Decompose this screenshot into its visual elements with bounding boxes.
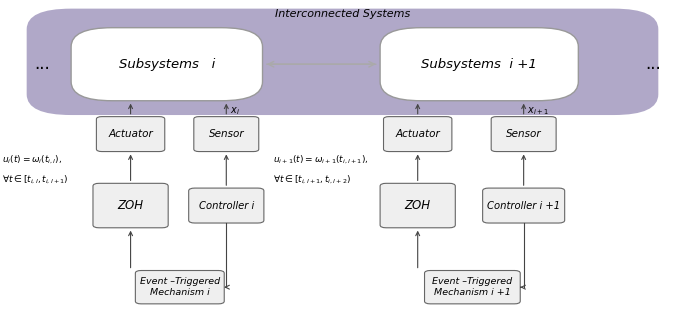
Text: ...: ... bbox=[646, 55, 662, 73]
Text: $x_{i+1}$: $x_{i+1}$ bbox=[527, 106, 549, 117]
FancyBboxPatch shape bbox=[27, 9, 658, 115]
Text: Event –Triggered
Mechanism i: Event –Triggered Mechanism i bbox=[140, 277, 220, 297]
Text: Interconnected Systems: Interconnected Systems bbox=[275, 9, 410, 19]
Text: Actuator: Actuator bbox=[108, 129, 153, 139]
Text: Sensor: Sensor bbox=[208, 129, 244, 139]
FancyBboxPatch shape bbox=[384, 117, 452, 152]
FancyBboxPatch shape bbox=[483, 188, 564, 223]
Text: Actuator: Actuator bbox=[395, 129, 440, 139]
FancyBboxPatch shape bbox=[425, 271, 520, 304]
Text: ZOH: ZOH bbox=[405, 199, 431, 212]
Text: Controller i: Controller i bbox=[199, 201, 254, 211]
Text: ZOH: ZOH bbox=[118, 199, 144, 212]
Text: Event –Triggered
Mechanism i +1: Event –Triggered Mechanism i +1 bbox=[432, 277, 512, 297]
Text: Controller i +1: Controller i +1 bbox=[487, 201, 560, 211]
FancyBboxPatch shape bbox=[93, 183, 169, 228]
Text: $u_{i+1}(t) = \omega_{i+1}(t_{i,l+1}),$: $u_{i+1}(t) = \omega_{i+1}(t_{i,l+1}),$ bbox=[273, 153, 369, 166]
FancyBboxPatch shape bbox=[380, 28, 578, 101]
FancyBboxPatch shape bbox=[136, 271, 224, 304]
Text: $\forall t \in [t_{i,l}, t_{i,l+1})$: $\forall t \in [t_{i,l}, t_{i,l+1})$ bbox=[2, 174, 69, 186]
FancyBboxPatch shape bbox=[71, 28, 262, 101]
FancyBboxPatch shape bbox=[97, 117, 165, 152]
Text: Sensor: Sensor bbox=[506, 129, 541, 139]
FancyBboxPatch shape bbox=[188, 188, 264, 223]
Text: Subsystems  i +1: Subsystems i +1 bbox=[421, 58, 537, 71]
Text: ...: ... bbox=[34, 55, 49, 73]
FancyBboxPatch shape bbox=[380, 183, 456, 228]
Text: $x_i$: $x_i$ bbox=[229, 106, 240, 117]
Text: $\forall t \in [t_{i,l+1}, t_{i,l+2})$: $\forall t \in [t_{i,l+1}, t_{i,l+2})$ bbox=[273, 174, 351, 186]
FancyBboxPatch shape bbox=[491, 117, 556, 152]
Text: $u_i(t) = \omega_i(t_{i,l}),$: $u_i(t) = \omega_i(t_{i,l}),$ bbox=[2, 153, 62, 166]
FancyBboxPatch shape bbox=[194, 117, 259, 152]
Text: Subsystems   i: Subsystems i bbox=[119, 58, 215, 71]
